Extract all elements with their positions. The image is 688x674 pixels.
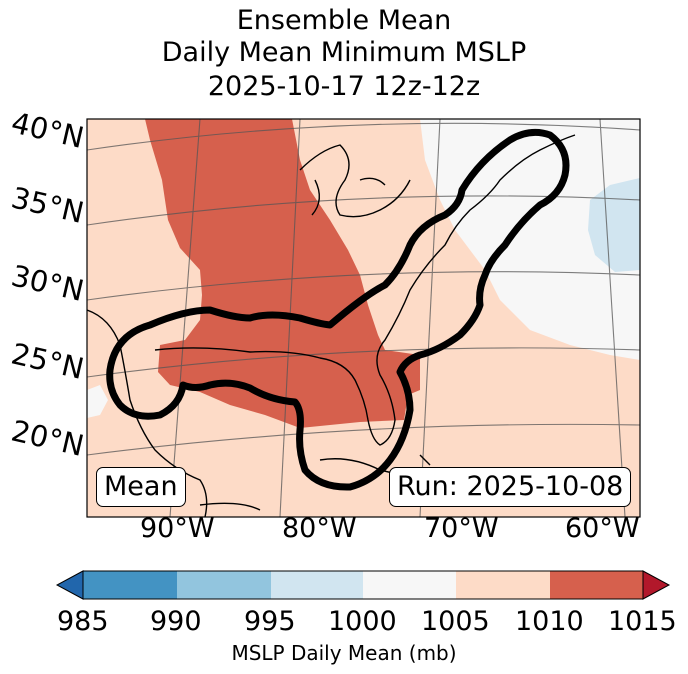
colorbar-label: MSLP Daily Mean (mb) bbox=[231, 641, 457, 665]
colorbar-bin-995-1000 bbox=[271, 571, 363, 599]
colorbar-extend-low bbox=[55, 570, 84, 600]
colorbar-bin-1000-1005 bbox=[363, 571, 456, 599]
field-1000-1005-northeast bbox=[420, 119, 640, 360]
colorbar-tick-1010: 1010 bbox=[515, 606, 584, 637]
colorbar-bin-985-990 bbox=[83, 571, 177, 599]
run-date-box: Run: 2025-10-08 bbox=[389, 467, 632, 507]
colorbar-tick-995: 995 bbox=[244, 606, 296, 637]
field-1010-1015 bbox=[145, 119, 420, 428]
colorbar-frame bbox=[82, 570, 644, 600]
colorbar-bin-1010-1015 bbox=[550, 571, 643, 599]
contour-1010 bbox=[106, 128, 570, 491]
colorbar-tick-1005: 1005 bbox=[421, 606, 490, 637]
field-1000-1005-west bbox=[87, 385, 108, 418]
map-area bbox=[87, 119, 640, 517]
colorbar-bin-990-995 bbox=[177, 571, 271, 599]
colorbar-tick-990: 990 bbox=[150, 606, 202, 637]
map-frame bbox=[86, 118, 641, 518]
title-line-2: Daily Mean Minimum MSLP bbox=[161, 37, 527, 68]
lon-label-80w: 80°W bbox=[282, 513, 357, 544]
colorbar-tick-1000: 1000 bbox=[328, 606, 397, 637]
colorbar-tick-1015: 1015 bbox=[608, 606, 677, 637]
lon-label-90w: 90°W bbox=[140, 513, 215, 544]
lon-label-70w: 70°W bbox=[424, 513, 499, 544]
colorbar-extend-high bbox=[642, 570, 671, 600]
colorbar bbox=[55, 570, 671, 600]
title-line-1: Ensemble Mean bbox=[236, 5, 452, 36]
field-995-1000 bbox=[588, 178, 640, 272]
colorbar-bin-1005-1010 bbox=[456, 571, 550, 599]
colorbar-tick-985: 985 bbox=[57, 606, 109, 637]
title-line-3: 2025-10-17 12z-12z bbox=[207, 71, 481, 102]
lon-label-60w: 60°W bbox=[565, 513, 640, 544]
mean-label-box: Mean bbox=[96, 467, 186, 507]
